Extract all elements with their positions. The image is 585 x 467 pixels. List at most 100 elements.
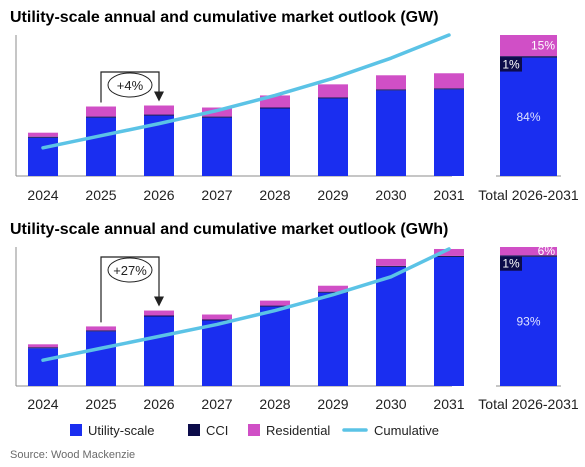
total-segment-cci — [500, 56, 557, 58]
x-tick-label: 2031 — [433, 396, 464, 412]
bar-residential-2026 — [144, 310, 174, 316]
bar-utility-2024 — [28, 348, 58, 386]
source-note: Source: Wood Mackenzie — [10, 449, 135, 461]
legend: Utility-scale CCI Residential Cumulative — [70, 423, 439, 438]
total-share-label: 6% — [538, 244, 556, 258]
x-tick-label: 2025 — [85, 396, 116, 412]
total-segment-utility — [500, 256, 557, 386]
x-tick-label: 2026 — [143, 396, 174, 412]
x-tick-label: 2025 — [85, 187, 116, 203]
bar-residential-2029 — [318, 285, 348, 292]
total-segment-residential — [500, 247, 557, 256]
legend-swatch-utility — [70, 424, 82, 436]
x-tick-label: 2031 — [433, 187, 464, 203]
x-tick-label: 2030 — [375, 396, 406, 412]
x-tick-label: 2024 — [27, 396, 58, 412]
total-cci-tag — [500, 57, 522, 72]
bar-cci-2024 — [28, 136, 58, 138]
x-tick-label: 2029 — [317, 396, 348, 412]
total-segment-residential — [500, 35, 557, 57]
total-share-label: 1% — [502, 58, 520, 72]
bar-residential-2031 — [434, 73, 464, 89]
growth-label: +27% — [113, 263, 147, 278]
legend-swatch-cci — [188, 424, 200, 436]
total-segment-cci — [500, 255, 557, 257]
bar-cci-2030 — [376, 265, 406, 267]
growth-bracket — [100, 256, 160, 323]
chart-panel-1: Utility-scale annual and cumulative mark… — [10, 9, 579, 203]
bar-cci-2027 — [202, 116, 232, 118]
growth-arrowhead — [154, 296, 164, 307]
growth-label-bubble — [107, 257, 153, 283]
chart-title: Utility-scale annual and cumulative mark… — [10, 9, 439, 26]
bar-utility-2029 — [318, 98, 348, 176]
legend-swatch-residential — [248, 424, 260, 436]
bar-cci-2025 — [86, 330, 116, 332]
bar-residential-2030 — [376, 258, 406, 266]
total-tick-label: Total 2026-2031 — [478, 396, 579, 412]
chart-panel-2: Utility-scale annual and cumulative mark… — [10, 221, 579, 412]
bar-residential-2026 — [144, 105, 174, 115]
total-share-label: 1% — [502, 257, 520, 271]
legend-label: CCI — [206, 423, 228, 438]
legend-label: Utility-scale — [88, 423, 154, 438]
total-segment-utility — [500, 57, 557, 177]
x-tick-label: 2028 — [259, 187, 290, 203]
total-share-label: 93% — [516, 314, 540, 328]
bar-utility-2031 — [434, 89, 464, 176]
bar-utility-2024 — [28, 137, 58, 176]
total-cci-tag — [500, 256, 522, 271]
bar-cci-2024 — [28, 347, 58, 349]
growth-label-bubble — [107, 72, 153, 98]
x-tick-label: 2029 — [317, 187, 348, 203]
bar-cci-2030 — [376, 89, 406, 91]
bar-utility-2030 — [376, 90, 406, 176]
x-tick-label: 2028 — [259, 396, 290, 412]
total-tick-label: Total 2026-2031 — [478, 187, 579, 203]
x-tick-label: 2027 — [201, 396, 232, 412]
bar-cci-2028 — [260, 107, 290, 109]
bar-cci-2026 — [144, 315, 174, 317]
x-tick-label: 2027 — [201, 187, 232, 203]
growth-bracket — [100, 71, 160, 103]
bar-cci-2031 — [434, 255, 464, 257]
bar-utility-2031 — [434, 256, 464, 386]
bar-cci-2027 — [202, 319, 232, 321]
legend-label: Residential — [266, 423, 330, 438]
cumulative-line — [41, 247, 451, 362]
bar-cci-2026 — [144, 114, 174, 116]
bar-residential-2027 — [202, 314, 232, 320]
bar-residential-2029 — [318, 84, 348, 98]
bar-residential-2031 — [434, 248, 464, 256]
total-share-label: 15% — [531, 39, 555, 53]
bar-cci-2029 — [318, 291, 348, 293]
growth-label: +4% — [117, 78, 144, 93]
bar-cci-2025 — [86, 116, 116, 118]
bar-utility-2027 — [202, 117, 232, 176]
legend-label: Cumulative — [374, 423, 439, 438]
bar-utility-2029 — [318, 292, 348, 386]
growth-arrowhead — [154, 91, 164, 102]
bar-utility-2028 — [260, 306, 290, 386]
x-tick-label: 2030 — [375, 187, 406, 203]
bar-cci-2029 — [318, 97, 348, 99]
bar-residential-2024 — [28, 132, 58, 137]
total-share-label: 84% — [516, 110, 540, 124]
chart-title: Utility-scale annual and cumulative mark… — [10, 221, 448, 238]
bar-residential-2025 — [86, 326, 116, 331]
bar-utility-2025 — [86, 117, 116, 176]
bar-cci-2028 — [260, 305, 290, 307]
bar-utility-2025 — [86, 331, 116, 386]
bar-residential-2028 — [260, 300, 290, 306]
bar-utility-2028 — [260, 108, 290, 176]
bar-residential-2024 — [28, 344, 58, 348]
x-tick-label: 2024 — [27, 187, 58, 203]
bar-cci-2031 — [434, 88, 464, 90]
cumulative-line — [41, 33, 451, 150]
bar-utility-2026 — [144, 316, 174, 386]
bar-residential-2030 — [376, 75, 406, 90]
bar-utility-2027 — [202, 320, 232, 386]
bar-residential-2025 — [86, 106, 116, 117]
bar-utility-2030 — [376, 266, 406, 386]
